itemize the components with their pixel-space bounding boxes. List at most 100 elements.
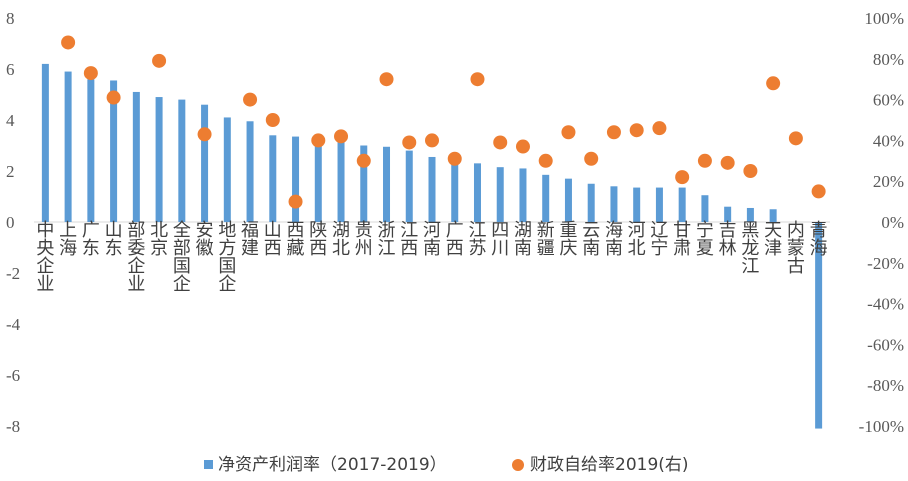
dot-point	[243, 92, 258, 107]
category-label: 吉林	[719, 220, 737, 259]
category-label: 全部国企	[173, 220, 191, 295]
bar	[383, 146, 391, 222]
category-label: 辽宁	[650, 220, 668, 259]
bar	[87, 79, 95, 222]
category-label: 福建	[241, 220, 259, 259]
left-tick-label: -2	[6, 264, 20, 283]
category-label: 中央企业	[36, 220, 54, 295]
category-label: 新疆	[537, 220, 555, 259]
category-label: 山东	[105, 220, 123, 259]
dot-point	[288, 194, 303, 209]
category-label: 云南	[582, 220, 600, 259]
legend-dot-swatch	[512, 459, 524, 471]
category-label: 江西	[400, 220, 418, 259]
bar	[64, 71, 72, 222]
category-label: 陕西	[309, 220, 327, 259]
bar	[769, 209, 777, 222]
bar	[110, 80, 118, 222]
category-label: 河南	[423, 220, 441, 259]
right-tick-label: -100%	[859, 417, 904, 436]
dot-point	[61, 35, 76, 50]
right-tick-label: 80%	[873, 50, 904, 69]
bar	[519, 168, 527, 222]
left-axis-ticks: 8 6 4 2 0 -2 -4 -6 -8	[6, 9, 21, 436]
category-label: 黑龙江	[741, 220, 759, 277]
bar	[201, 104, 209, 222]
left-tick-label: 8	[6, 9, 15, 28]
bar	[678, 187, 686, 222]
right-tick-label: 40%	[873, 131, 904, 150]
dot-point	[356, 153, 371, 168]
bar	[178, 99, 186, 222]
dot-point	[152, 53, 167, 68]
bar	[724, 206, 732, 222]
dot-point	[675, 170, 690, 185]
dot-point	[515, 139, 530, 154]
dot-point	[493, 135, 508, 150]
dot-point	[629, 123, 644, 138]
bar	[542, 174, 550, 222]
bar	[223, 117, 231, 222]
legend-bar-label: 净资产利润率（2017-2019）	[218, 455, 447, 475]
category-label: 广东	[82, 220, 100, 259]
dot-point	[402, 135, 417, 150]
bar	[41, 63, 49, 223]
right-tick-label: 0%	[881, 213, 904, 232]
dot-point	[697, 153, 712, 168]
bar-series	[41, 63, 823, 429]
dot-series	[61, 35, 826, 209]
left-tick-label: 0	[6, 213, 15, 232]
category-label: 四川	[491, 220, 509, 259]
bar	[473, 163, 481, 222]
category-label: 河北	[628, 220, 646, 259]
category-label: 重庆	[559, 220, 577, 259]
left-tick-label: 2	[6, 162, 15, 181]
left-tick-label: 4	[6, 111, 15, 130]
dot-point	[788, 131, 803, 146]
bar	[314, 137, 322, 222]
bar	[269, 135, 277, 222]
bar	[155, 97, 163, 222]
dot-point	[106, 90, 121, 105]
bar	[405, 150, 413, 222]
bar	[701, 195, 709, 222]
category-label: 甘肃	[673, 220, 691, 259]
right-tick-label: -20%	[867, 254, 904, 273]
dot-point	[584, 151, 599, 166]
right-tick-label: -60%	[867, 335, 904, 354]
category-label: 贵州	[355, 220, 373, 259]
dot-point	[606, 125, 621, 140]
category-label: 北京	[150, 220, 168, 259]
bar	[587, 183, 595, 222]
category-label: 浙江	[378, 220, 396, 259]
bar	[428, 156, 436, 222]
right-tick-label: 100%	[864, 9, 904, 28]
right-tick-label: 60%	[873, 91, 904, 110]
category-label: 江苏	[468, 220, 486, 259]
category-label: 海南	[605, 220, 623, 259]
category-label: 广西	[446, 220, 464, 259]
dot-point	[83, 66, 98, 81]
right-axis-ticks: 100% 80% 60% 40% 20% 0% -20% -40% -60% -80% -100%	[859, 9, 904, 436]
bar	[246, 121, 254, 222]
category-label: 安徽	[196, 220, 214, 259]
left-tick-label: -6	[6, 366, 20, 385]
bar	[292, 136, 300, 222]
bar	[633, 187, 641, 222]
dot-point	[811, 184, 826, 199]
legend-bar-swatch	[204, 460, 213, 469]
dot-point	[334, 129, 349, 144]
category-labels: 中央企业上海广东山东部委企业北京全部国企安徽地方国企福建山西西藏陕西湖北贵州浙江…	[36, 220, 827, 295]
bar	[815, 222, 823, 429]
category-label: 上海	[59, 220, 77, 259]
dot-point	[197, 127, 212, 142]
dot-point	[470, 72, 485, 87]
bar	[564, 178, 572, 222]
dot-point	[425, 133, 439, 148]
left-tick-label: 6	[6, 60, 15, 79]
category-label: 湖北	[332, 220, 350, 259]
category-label: 山西	[264, 220, 282, 259]
right-tick-label: -40%	[867, 295, 904, 314]
left-tick-label: -4	[6, 315, 21, 334]
